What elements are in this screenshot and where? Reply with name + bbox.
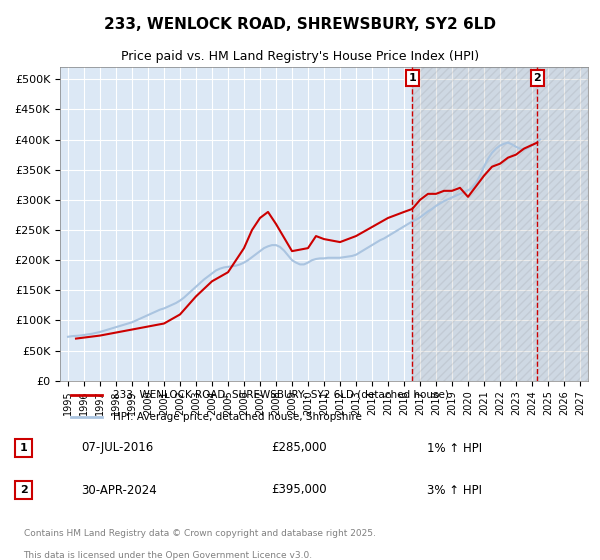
Text: Price paid vs. HM Land Registry's House Price Index (HPI): Price paid vs. HM Land Registry's House …	[121, 50, 479, 63]
Text: £395,000: £395,000	[271, 483, 327, 497]
Text: £285,000: £285,000	[271, 441, 327, 455]
Text: Contains HM Land Registry data © Crown copyright and database right 2025.: Contains HM Land Registry data © Crown c…	[23, 529, 376, 538]
Text: 233, WENLOCK ROAD, SHREWSBURY, SY2 6LD: 233, WENLOCK ROAD, SHREWSBURY, SY2 6LD	[104, 17, 496, 32]
Text: 2: 2	[20, 485, 28, 495]
Text: This data is licensed under the Open Government Licence v3.0.: This data is licensed under the Open Gov…	[23, 551, 313, 560]
Text: 2: 2	[533, 73, 541, 83]
Text: 1: 1	[409, 73, 416, 83]
Text: HPI: Average price, detached house, Shropshire: HPI: Average price, detached house, Shro…	[113, 412, 362, 422]
Text: 1: 1	[20, 443, 28, 453]
Text: 30-APR-2024: 30-APR-2024	[81, 483, 157, 497]
Text: 1% ↑ HPI: 1% ↑ HPI	[427, 441, 482, 455]
Text: 07-JUL-2016: 07-JUL-2016	[81, 441, 154, 455]
Text: 233, WENLOCK ROAD, SHREWSBURY, SY2 6LD (detached house): 233, WENLOCK ROAD, SHREWSBURY, SY2 6LD (…	[113, 390, 449, 400]
Text: 3% ↑ HPI: 3% ↑ HPI	[427, 483, 482, 497]
